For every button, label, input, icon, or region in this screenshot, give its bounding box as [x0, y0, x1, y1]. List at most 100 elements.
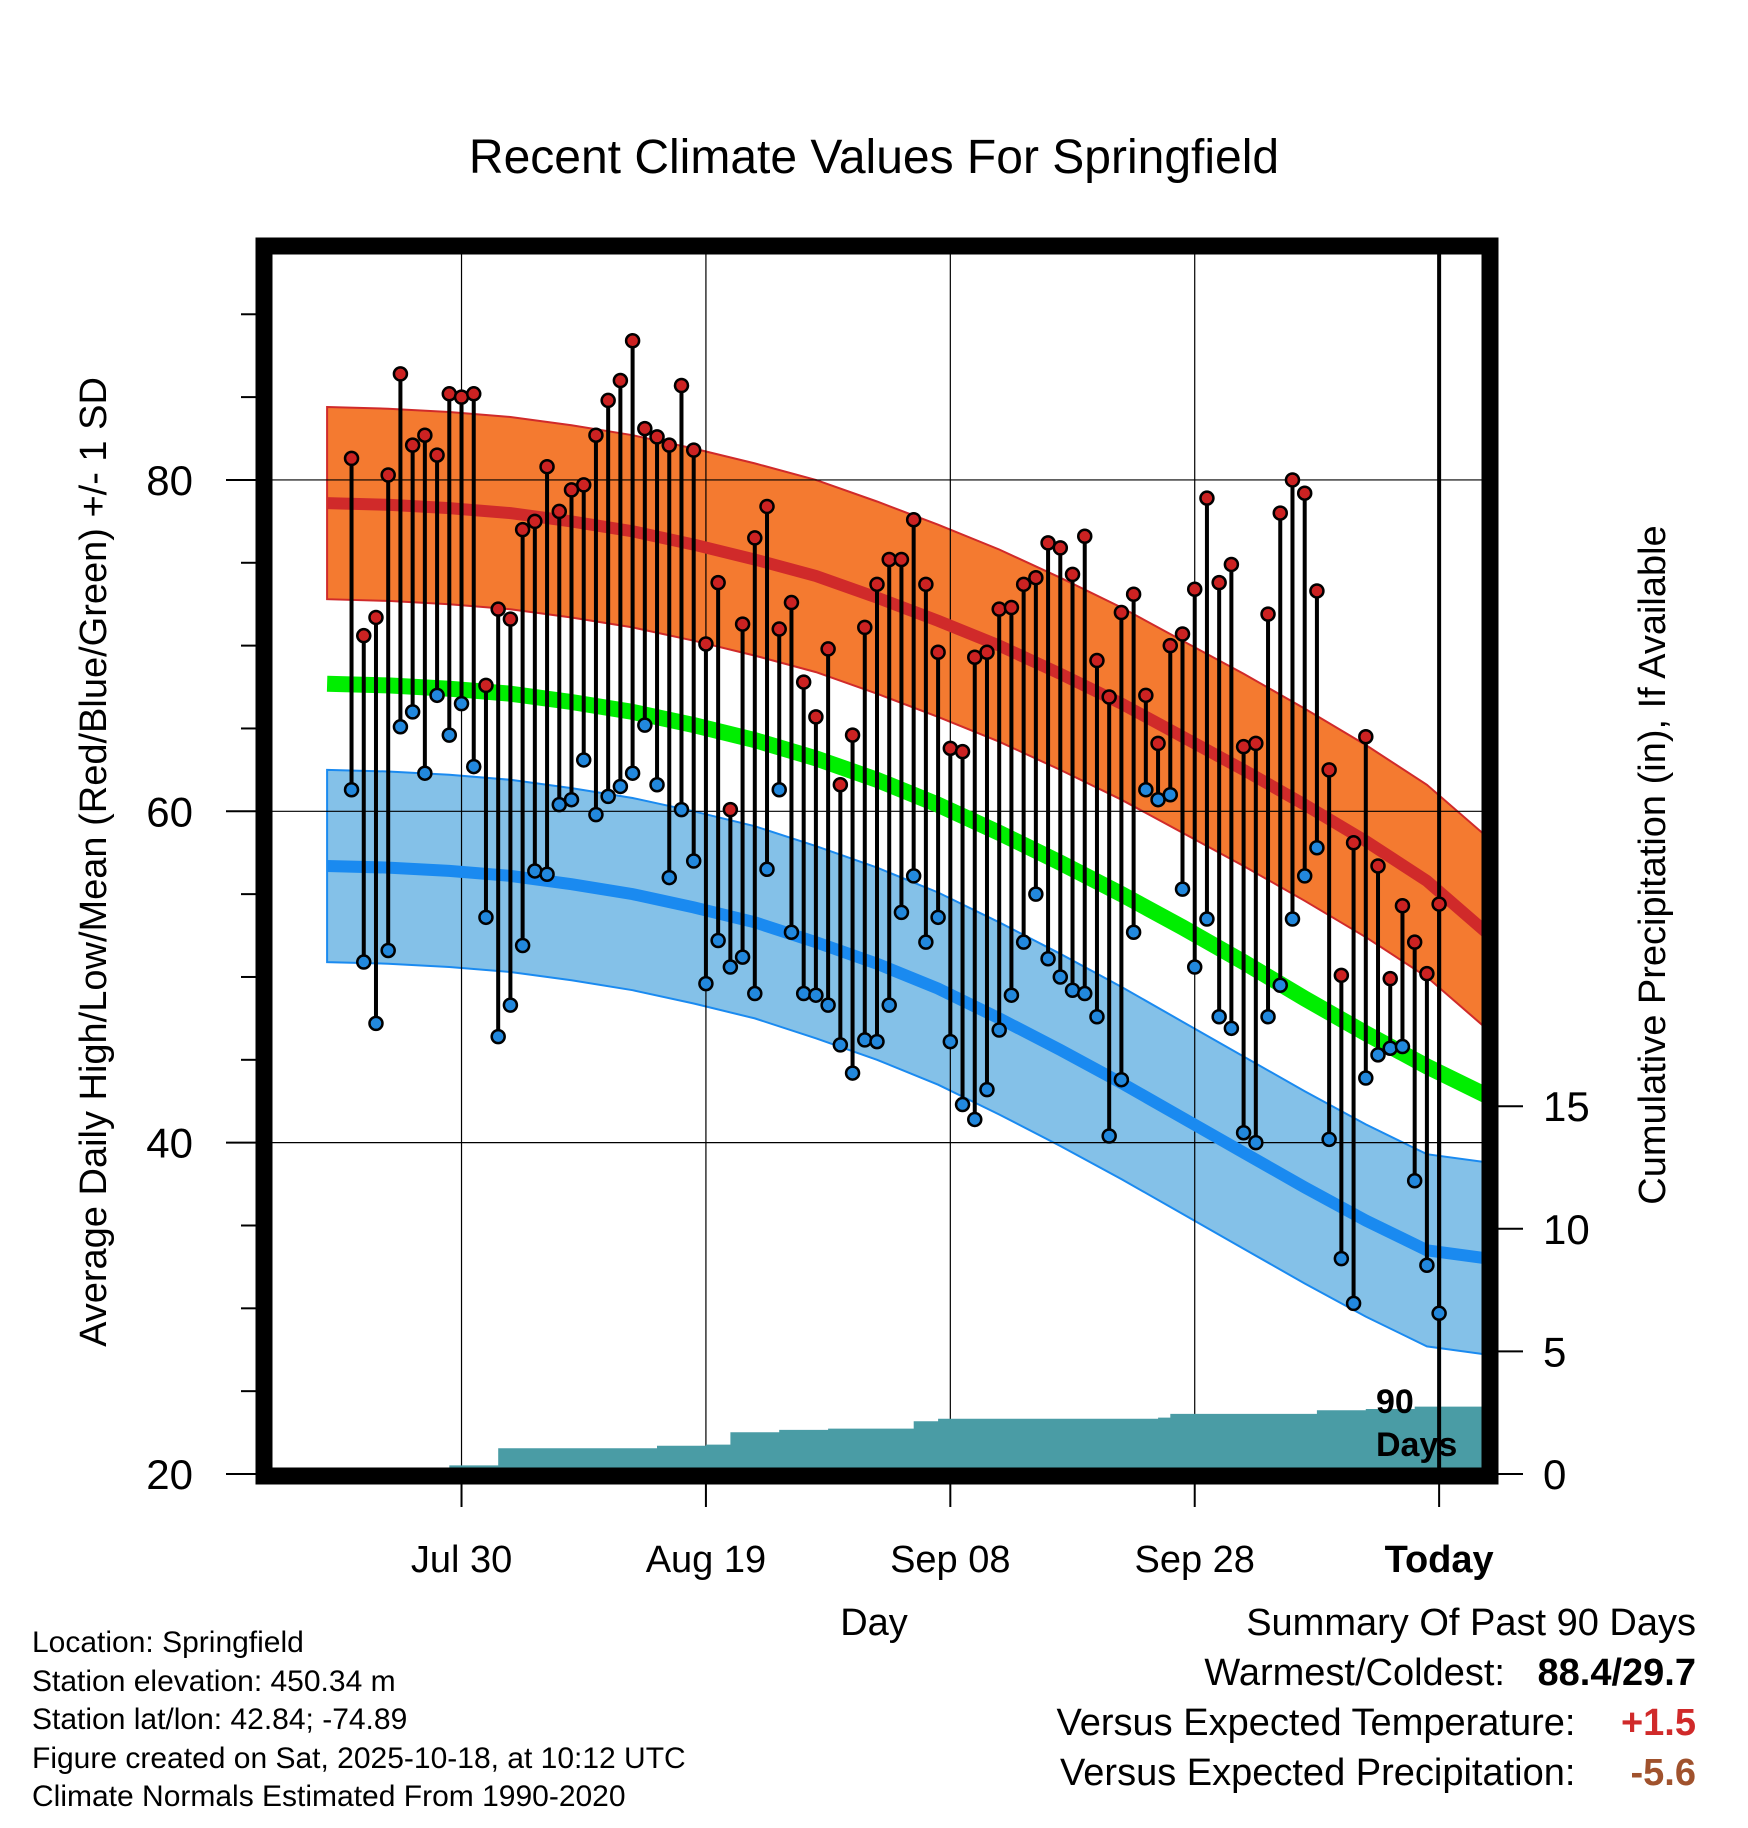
high-normal-band — [326, 405, 1488, 1032]
high-point — [429, 447, 445, 463]
low-point — [637, 717, 653, 733]
low-point — [1125, 924, 1142, 940]
low-point — [380, 942, 396, 959]
low-point — [747, 985, 763, 1002]
low-point — [1028, 886, 1044, 902]
low-point — [600, 788, 616, 805]
high-point — [991, 601, 1007, 617]
low-point — [575, 752, 592, 768]
low-point — [1321, 1131, 1337, 1148]
high-point — [649, 429, 665, 445]
high-point — [930, 644, 946, 660]
low-point — [539, 866, 555, 883]
high-point — [527, 513, 543, 530]
warm-cold-value: 88.4/29.7 — [1537, 1652, 1696, 1694]
high-point — [979, 644, 995, 660]
high-point — [954, 743, 971, 760]
high-point — [392, 366, 409, 382]
y2-tick-label: 10 — [1543, 1206, 1590, 1253]
high-point — [832, 777, 849, 793]
high-point — [404, 437, 421, 453]
y-tick-label: 80 — [146, 457, 193, 504]
high-point — [465, 386, 482, 402]
low-point — [722, 959, 739, 975]
info-created: Figure created on Sat, 2025-10-18, at 10… — [32, 1741, 686, 1775]
precip-area — [351, 1406, 1488, 1474]
high-point — [857, 619, 873, 636]
high-point — [795, 674, 812, 690]
high-point — [722, 801, 739, 818]
y2-axis-label: Cumulative Precipitation (in), If Availa… — [1632, 525, 1674, 1204]
low-point — [808, 987, 824, 1003]
low-point — [1358, 1070, 1374, 1086]
low-point — [771, 782, 787, 798]
high-point — [1125, 586, 1142, 603]
info-latlon: Station lat/lon: 42.84; -74.89 — [32, 1703, 408, 1736]
low-point — [698, 975, 714, 992]
high-point — [942, 740, 959, 757]
station-info: Location: Springfield Station elevation:… — [32, 1624, 686, 1817]
low-point — [1296, 868, 1313, 884]
low-point — [1382, 1040, 1398, 1056]
high-point — [514, 521, 531, 538]
high-point — [844, 727, 861, 743]
low-point — [441, 727, 458, 743]
high-point — [1211, 574, 1227, 591]
high-point — [1015, 576, 1032, 593]
low-point — [527, 863, 543, 879]
mean-normal-line — [326, 675, 1488, 1104]
high-point — [502, 611, 519, 627]
low-point — [1406, 1173, 1423, 1189]
y2-tick-label: 15 — [1543, 1083, 1590, 1130]
y-axis-label: Average Daily High/Low/Mean (Red/Blue/Gr… — [73, 377, 115, 1347]
low-point — [429, 687, 445, 704]
low-point — [759, 861, 775, 878]
high-point — [478, 677, 494, 694]
high-point — [1101, 689, 1117, 705]
high-point — [575, 477, 592, 493]
high-point — [1284, 472, 1301, 488]
high-point — [661, 437, 678, 453]
low-point — [453, 695, 470, 712]
high-point — [710, 574, 726, 591]
high-point — [820, 641, 836, 657]
high-point — [453, 389, 470, 405]
y-tick-label: 40 — [146, 1120, 193, 1167]
low-point — [1040, 950, 1056, 967]
high-point — [1028, 569, 1044, 586]
high-point — [673, 377, 690, 394]
high-point — [588, 427, 604, 443]
precip-label: Versus Expected Precipitation: — [1060, 1752, 1576, 1794]
high-point — [747, 530, 763, 546]
high-point — [624, 333, 641, 349]
y-tick-label: 60 — [146, 788, 193, 835]
high-point — [893, 551, 910, 568]
x-tick-label: Aug 19 — [646, 1539, 766, 1581]
low-point — [1003, 987, 1020, 1003]
low-point — [1138, 782, 1154, 798]
low-point — [356, 954, 372, 970]
high-point — [1406, 934, 1423, 950]
low-point — [1101, 1128, 1117, 1144]
chart-title: Recent Climate Values For Springfield — [469, 131, 1279, 184]
low-point — [661, 869, 678, 886]
low-point — [1223, 1020, 1240, 1037]
x-tick-label: Sep 08 — [890, 1539, 1010, 1581]
high-point — [685, 442, 702, 458]
low-point — [343, 782, 360, 798]
low-point — [979, 1081, 995, 1098]
high-point — [441, 386, 458, 402]
high-point — [1113, 604, 1130, 621]
high-point — [1370, 858, 1386, 874]
y-axis-ticks: 20 40 60 80 — [146, 313, 256, 1498]
high-point — [759, 498, 775, 515]
low-point — [710, 932, 726, 949]
y2-tick-label: 0 — [1543, 1451, 1566, 1498]
low-point — [869, 1033, 885, 1050]
x-axis-ticks: Jul 30 Aug 19 Sep 08 Sep 28 Today — [411, 1484, 1494, 1581]
low-point — [795, 985, 812, 1002]
high-normal-line — [326, 497, 1488, 939]
low-point — [857, 1032, 873, 1048]
high-point — [612, 372, 629, 389]
